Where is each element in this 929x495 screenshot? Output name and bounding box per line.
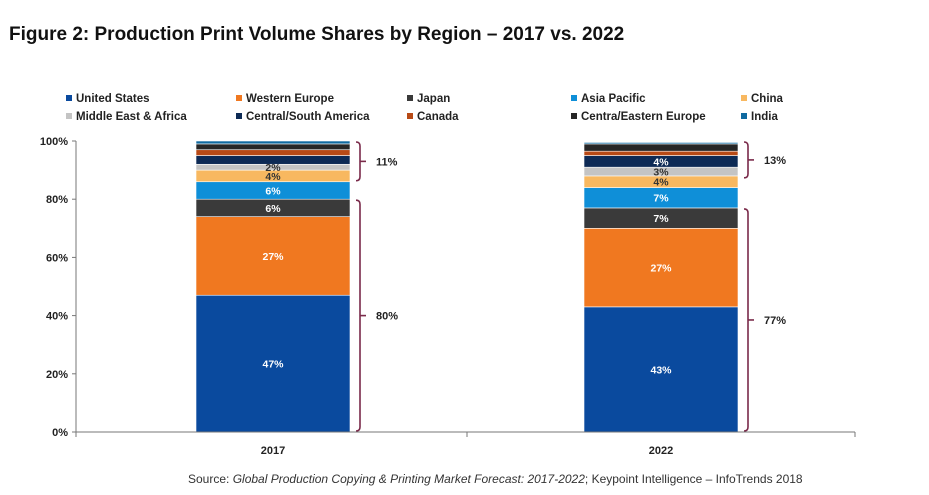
legend-label: Centra/Eastern Europe bbox=[581, 111, 706, 123]
y-tick-label: 80% bbox=[46, 194, 68, 206]
bracket-label: 80% bbox=[376, 311, 398, 323]
legend-item-middle-east-africa: Middle East & Africa bbox=[66, 111, 187, 123]
source-note: Source: Global Production Copying & Prin… bbox=[188, 472, 803, 486]
bracket-label: 13% bbox=[764, 155, 786, 167]
data-label-western-europe-2022: 27% bbox=[650, 263, 672, 275]
legend-item-centra-eastern-europe: Centra/Eastern Europe bbox=[571, 111, 706, 123]
y-axis: 0% 20% 40% 60% 80% 100% bbox=[40, 136, 77, 439]
bracket-line bbox=[743, 141, 749, 179]
legend-swatch bbox=[571, 95, 577, 101]
source-suffix: ; Keypoint Intelligence – InfoTrends 201… bbox=[584, 472, 803, 486]
legend-item-asia-pacific: Asia Pacific bbox=[571, 93, 646, 105]
bracket-label: 77% bbox=[764, 315, 786, 327]
legend-swatch bbox=[407, 113, 413, 119]
data-label-western-europe-2017: 27% bbox=[262, 251, 284, 263]
stacked-bar-chart: United States Western Europe Japan Asia Pac… bbox=[40, 93, 856, 457]
legend-swatch bbox=[66, 95, 72, 101]
bar-stack-2017 bbox=[195, 140, 351, 433]
bracket-2022-lower: 77% bbox=[743, 208, 786, 432]
y-tick-label: 60% bbox=[46, 252, 68, 264]
bar-segment-canada-2017 bbox=[195, 149, 351, 156]
legend-label: Canada bbox=[417, 111, 459, 123]
y-tick-label: 40% bbox=[46, 311, 68, 323]
bar-segment-united-states-2022 bbox=[583, 306, 739, 433]
data-label-middle-east-africa-2017: 2% bbox=[265, 162, 281, 174]
x-tick-label-2017: 2017 bbox=[261, 445, 285, 457]
legend-label: India bbox=[751, 111, 778, 123]
legend-swatch bbox=[66, 113, 72, 119]
brackets: 80% 11% 77% 13% bbox=[355, 141, 786, 432]
data-label-japan-2017: 6% bbox=[265, 203, 281, 215]
bracket-line bbox=[355, 141, 361, 182]
legend-item-china: China bbox=[741, 93, 784, 105]
legend-label: China bbox=[751, 93, 784, 105]
legend: United States Western Europe Japan Asia Pac… bbox=[66, 93, 784, 123]
legend-item-united-states: United States bbox=[66, 93, 150, 105]
bracket-line bbox=[743, 208, 749, 432]
x-axis: 2017 2022 bbox=[75, 431, 856, 457]
legend-label: Japan bbox=[417, 93, 450, 105]
segment-labels: 47%27%6%6%4%2%43%27%7%7%4%3%4% bbox=[262, 156, 672, 376]
legend-label: Middle East & Africa bbox=[76, 111, 187, 123]
y-tick-label: 100% bbox=[40, 136, 68, 148]
y-tick-label: 20% bbox=[46, 369, 68, 381]
data-label-central-south-america-2022: 4% bbox=[653, 156, 669, 168]
legend-swatch bbox=[236, 95, 242, 101]
x-tick-label-2022: 2022 bbox=[649, 445, 673, 457]
data-label-asia-pacific-2022: 7% bbox=[653, 193, 669, 205]
legend-item-canada: Canada bbox=[407, 111, 459, 123]
legend-swatch bbox=[741, 113, 747, 119]
bracket-label: 11% bbox=[376, 156, 398, 168]
legend-item-japan: Japan bbox=[407, 93, 450, 105]
bar-stack-2022 bbox=[583, 142, 739, 433]
source-prefix: Source: bbox=[188, 472, 233, 486]
legend-swatch bbox=[741, 95, 747, 101]
data-label-united-states-2022: 43% bbox=[650, 364, 672, 376]
legend-swatch bbox=[236, 113, 242, 119]
bracket-line bbox=[355, 199, 361, 432]
bar-segment-canada-2022 bbox=[583, 150, 739, 156]
legend-label: Asia Pacific bbox=[581, 93, 646, 105]
bar-segment-western-europe-2022 bbox=[583, 228, 739, 308]
bar-segment-centra-eastern-europe-2017 bbox=[195, 143, 351, 151]
figure-title: Figure 2: Production Print Volume Shares… bbox=[9, 24, 625, 45]
source-title: Global Production Copying & Printing Mar… bbox=[232, 472, 585, 486]
bars bbox=[195, 140, 739, 433]
legend-label: Central/South America bbox=[246, 111, 370, 123]
bar-segment-centra-eastern-europe-2022 bbox=[583, 143, 739, 152]
legend-swatch bbox=[407, 95, 413, 101]
bar-segment-india-2022 bbox=[583, 142, 739, 145]
bracket-2017-upper: 11% bbox=[355, 141, 398, 182]
data-label-asia-pacific-2017: 6% bbox=[265, 185, 281, 197]
bracket-2022-upper: 13% bbox=[743, 141, 786, 179]
data-label-japan-2022: 7% bbox=[653, 213, 669, 225]
legend-item-central-south-america: Central/South America bbox=[236, 111, 370, 123]
bar-segment-india-2017 bbox=[195, 140, 351, 145]
legend-label: United States bbox=[76, 93, 150, 105]
legend-label: Western Europe bbox=[246, 93, 334, 105]
y-tick-label: 0% bbox=[52, 427, 68, 439]
data-label-china-2017: 4% bbox=[265, 171, 281, 183]
data-label-united-states-2017: 47% bbox=[262, 359, 284, 371]
bracket-2017-lower: 80% bbox=[355, 199, 398, 432]
legend-item-india: India bbox=[741, 111, 778, 123]
bar-segment-western-europe-2017 bbox=[195, 216, 351, 296]
legend-swatch bbox=[571, 113, 577, 119]
legend-item-western-europe: Western Europe bbox=[236, 93, 334, 105]
data-label-china-2022: 4% bbox=[653, 177, 669, 189]
data-label-middle-east-africa-2022: 3% bbox=[653, 167, 669, 179]
